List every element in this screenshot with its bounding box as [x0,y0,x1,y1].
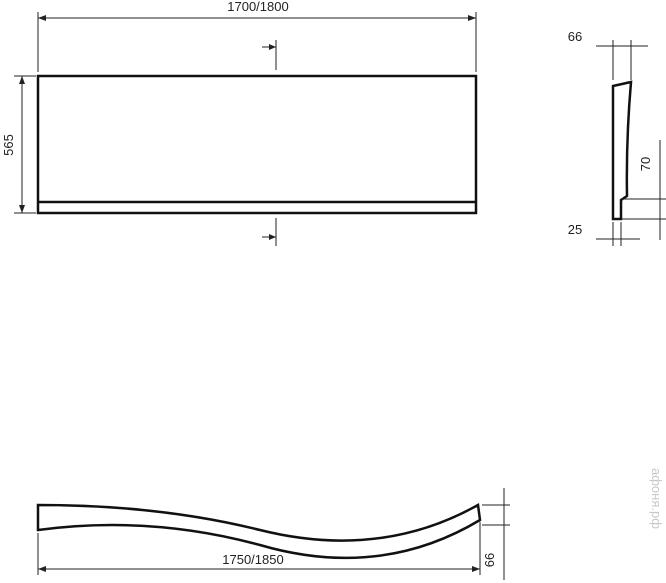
curved-panel [36,503,482,560]
panel-outline [36,74,478,215]
step-label: 70 [638,157,653,171]
profile [611,80,633,221]
side-view: 66 70 25 [568,29,666,246]
depth-label: 66 [482,553,497,567]
bottom-label: 25 [568,222,582,237]
top-view: 1750/1850 66 [36,488,510,580]
watermark: афоня.рф [649,468,664,529]
width-label: 1700/1800 [227,0,288,14]
front-view: 1700/1800 565 [1,0,478,246]
length-label: 1750/1850 [222,552,283,567]
height-label: 565 [1,134,16,156]
arrowheads [269,44,276,240]
top-label: 66 [568,29,582,44]
